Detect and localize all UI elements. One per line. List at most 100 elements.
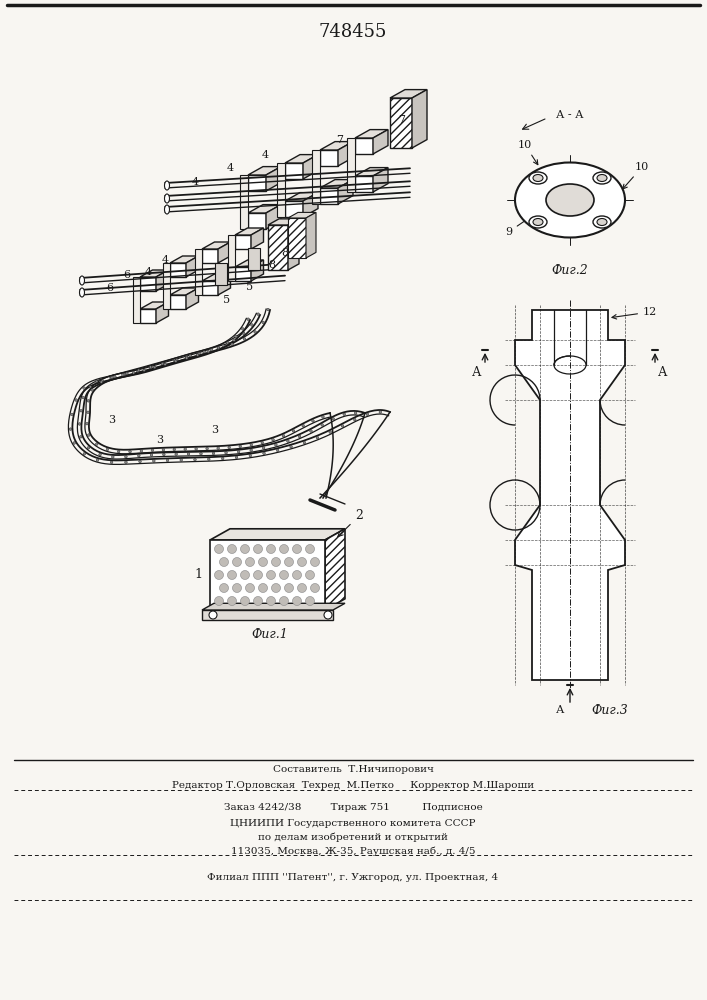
Circle shape bbox=[274, 444, 277, 446]
Polygon shape bbox=[277, 163, 285, 217]
Circle shape bbox=[379, 411, 382, 413]
Circle shape bbox=[254, 570, 262, 580]
Circle shape bbox=[298, 584, 307, 592]
Ellipse shape bbox=[515, 162, 625, 237]
Circle shape bbox=[254, 331, 257, 333]
Polygon shape bbox=[325, 529, 345, 610]
Circle shape bbox=[209, 611, 217, 619]
Circle shape bbox=[110, 461, 113, 464]
Circle shape bbox=[124, 455, 127, 458]
Circle shape bbox=[173, 359, 176, 362]
Circle shape bbox=[257, 313, 259, 315]
Text: 6: 6 bbox=[107, 283, 114, 293]
Polygon shape bbox=[312, 150, 320, 204]
Circle shape bbox=[163, 453, 165, 456]
Polygon shape bbox=[235, 260, 264, 267]
Polygon shape bbox=[170, 263, 186, 277]
Circle shape bbox=[233, 339, 235, 341]
Polygon shape bbox=[285, 155, 318, 163]
Polygon shape bbox=[202, 610, 333, 620]
Text: 2: 2 bbox=[338, 509, 363, 537]
Circle shape bbox=[305, 596, 315, 605]
Circle shape bbox=[87, 400, 90, 402]
Polygon shape bbox=[285, 193, 318, 201]
Circle shape bbox=[184, 448, 187, 450]
Circle shape bbox=[282, 434, 285, 437]
Text: 4: 4 bbox=[144, 267, 151, 277]
Circle shape bbox=[298, 435, 301, 438]
Text: 7: 7 bbox=[337, 135, 344, 145]
Circle shape bbox=[149, 366, 152, 368]
Text: 1: 1 bbox=[194, 568, 202, 582]
Polygon shape bbox=[202, 281, 218, 295]
Circle shape bbox=[243, 332, 245, 335]
Circle shape bbox=[199, 452, 202, 455]
Polygon shape bbox=[248, 167, 281, 175]
Text: Фиг.1: Фиг.1 bbox=[252, 629, 288, 642]
Circle shape bbox=[240, 570, 250, 580]
Circle shape bbox=[259, 584, 267, 592]
Circle shape bbox=[341, 425, 344, 427]
Ellipse shape bbox=[529, 172, 547, 184]
Circle shape bbox=[129, 450, 132, 453]
Polygon shape bbox=[235, 267, 251, 281]
Polygon shape bbox=[140, 309, 156, 323]
Circle shape bbox=[100, 381, 103, 383]
Polygon shape bbox=[390, 98, 412, 148]
Circle shape bbox=[305, 544, 315, 554]
Polygon shape bbox=[412, 90, 427, 148]
Polygon shape bbox=[218, 242, 230, 263]
Circle shape bbox=[250, 444, 252, 446]
Circle shape bbox=[242, 328, 244, 330]
Polygon shape bbox=[338, 180, 353, 204]
Circle shape bbox=[83, 453, 86, 455]
Polygon shape bbox=[355, 176, 373, 192]
Text: Фиг.2: Фиг.2 bbox=[551, 263, 588, 276]
Polygon shape bbox=[195, 249, 202, 295]
Ellipse shape bbox=[546, 184, 594, 216]
Circle shape bbox=[267, 308, 269, 311]
Polygon shape bbox=[303, 155, 318, 179]
Circle shape bbox=[79, 436, 82, 438]
Circle shape bbox=[243, 338, 246, 340]
Polygon shape bbox=[202, 249, 218, 263]
Text: Составитель  Т.Ничипорович: Составитель Т.Ничипорович bbox=[273, 766, 433, 774]
Text: 10: 10 bbox=[623, 162, 649, 189]
Circle shape bbox=[230, 343, 233, 346]
Circle shape bbox=[114, 375, 116, 378]
Circle shape bbox=[310, 584, 320, 592]
Circle shape bbox=[150, 454, 153, 456]
Text: 113035, Москва, Ж-35, Раушская наб., д. 4/5: 113035, Москва, Ж-35, Раушская наб., д. … bbox=[230, 846, 475, 856]
Polygon shape bbox=[373, 130, 388, 154]
Text: 4: 4 bbox=[192, 177, 199, 187]
Polygon shape bbox=[268, 225, 288, 270]
Polygon shape bbox=[338, 142, 353, 166]
Text: 10: 10 bbox=[518, 140, 538, 165]
Circle shape bbox=[91, 389, 93, 391]
Polygon shape bbox=[285, 201, 303, 217]
Circle shape bbox=[189, 354, 192, 357]
Circle shape bbox=[161, 362, 164, 365]
Ellipse shape bbox=[165, 181, 170, 190]
Polygon shape bbox=[248, 175, 266, 191]
Circle shape bbox=[126, 372, 128, 375]
Circle shape bbox=[292, 430, 295, 432]
Ellipse shape bbox=[533, 219, 543, 226]
Circle shape bbox=[221, 457, 224, 460]
Polygon shape bbox=[215, 263, 227, 285]
Ellipse shape bbox=[597, 174, 607, 182]
Circle shape bbox=[219, 584, 228, 592]
Polygon shape bbox=[156, 302, 168, 323]
Circle shape bbox=[166, 459, 169, 462]
Polygon shape bbox=[170, 288, 199, 295]
Circle shape bbox=[122, 374, 124, 376]
Circle shape bbox=[366, 413, 369, 416]
Circle shape bbox=[245, 584, 255, 592]
Text: Филиал ППП ''Патент'', г. Ужгород, ул. Проектная, 4: Филиал ППП ''Патент'', г. Ужгород, ул. П… bbox=[207, 874, 498, 882]
Circle shape bbox=[203, 351, 206, 353]
Circle shape bbox=[173, 448, 175, 451]
Circle shape bbox=[110, 376, 113, 379]
Circle shape bbox=[305, 570, 315, 580]
Text: 3: 3 bbox=[211, 425, 218, 435]
Ellipse shape bbox=[79, 288, 85, 297]
